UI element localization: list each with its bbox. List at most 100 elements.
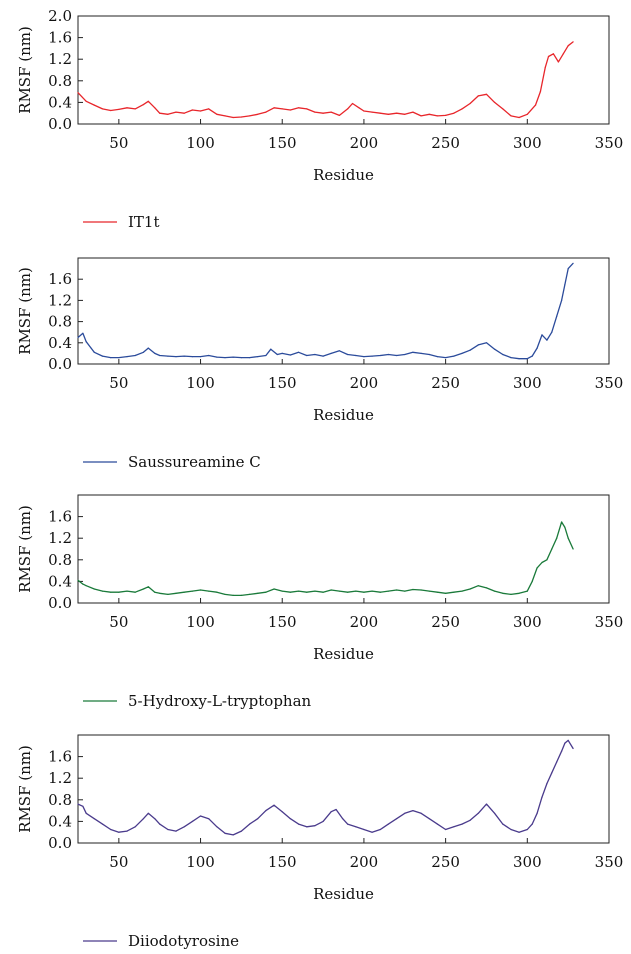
data-point bbox=[118, 357, 120, 359]
data-point bbox=[567, 537, 569, 539]
x-axis-title: Residue bbox=[313, 645, 374, 663]
data-point bbox=[502, 108, 504, 110]
data-point bbox=[461, 823, 463, 825]
data-point bbox=[93, 104, 95, 106]
data-point bbox=[208, 108, 210, 110]
data-point bbox=[544, 66, 546, 68]
legend-label: Saussureamine C bbox=[128, 453, 261, 471]
data-point bbox=[531, 580, 533, 583]
data-point bbox=[82, 583, 84, 585]
data-point bbox=[510, 357, 512, 359]
data-point bbox=[249, 115, 251, 117]
data-point bbox=[567, 45, 569, 47]
data-point bbox=[134, 591, 136, 593]
x-tick-label: 50 bbox=[109, 853, 128, 871]
data-point bbox=[338, 590, 340, 592]
data-point bbox=[330, 352, 332, 354]
data-point bbox=[240, 830, 242, 832]
x-tick-label: 50 bbox=[109, 134, 128, 152]
x-axis-title: Residue bbox=[313, 406, 374, 424]
data-point bbox=[477, 812, 479, 814]
data-point bbox=[314, 111, 316, 113]
data-point bbox=[232, 356, 234, 358]
data-point bbox=[147, 100, 149, 102]
data-point bbox=[118, 591, 120, 593]
data-point bbox=[546, 339, 548, 341]
data-point bbox=[536, 567, 538, 569]
data-point bbox=[453, 591, 455, 593]
data-point bbox=[485, 803, 488, 805]
data-point bbox=[363, 591, 365, 593]
data-point bbox=[531, 823, 533, 825]
data-point bbox=[265, 111, 267, 113]
data-point bbox=[526, 828, 528, 831]
data-point bbox=[298, 107, 300, 109]
data-point bbox=[298, 590, 300, 592]
x-tick-label: 250 bbox=[431, 853, 460, 871]
data-point bbox=[461, 590, 463, 592]
data-point bbox=[420, 115, 422, 117]
data-point bbox=[306, 591, 308, 593]
data-point bbox=[159, 592, 161, 594]
data-point bbox=[445, 114, 447, 116]
data-point bbox=[289, 818, 291, 820]
data-point bbox=[396, 112, 398, 114]
x-tick-label: 200 bbox=[350, 613, 379, 631]
data-point bbox=[208, 354, 210, 357]
y-tick-label: 2.0 bbox=[48, 7, 72, 25]
data-point bbox=[257, 592, 259, 594]
data-point bbox=[249, 593, 251, 596]
data-point bbox=[396, 818, 398, 820]
data-point bbox=[134, 826, 136, 828]
data-point bbox=[314, 590, 316, 592]
data-point bbox=[379, 354, 381, 357]
data-point bbox=[556, 315, 558, 317]
data-point bbox=[154, 107, 156, 109]
y-tick-label: 0.0 bbox=[48, 594, 72, 612]
data-point bbox=[561, 521, 563, 523]
data-point bbox=[298, 823, 300, 825]
y-tick-label: 1.6 bbox=[48, 508, 72, 526]
data-point bbox=[134, 108, 136, 110]
data-point bbox=[306, 354, 308, 357]
data-point bbox=[167, 593, 169, 596]
data-point bbox=[552, 53, 555, 55]
data-point bbox=[562, 53, 564, 55]
data-point bbox=[412, 588, 414, 591]
data-point bbox=[298, 351, 300, 353]
data-point bbox=[338, 350, 340, 352]
data-point bbox=[101, 108, 104, 110]
x-tick-label: 150 bbox=[268, 134, 297, 152]
data-point bbox=[110, 828, 112, 831]
data-point bbox=[101, 590, 104, 592]
data-point bbox=[118, 108, 120, 110]
data-point bbox=[404, 353, 406, 356]
data-point bbox=[387, 353, 389, 356]
x-tick-label: 250 bbox=[431, 374, 460, 392]
data-point bbox=[564, 742, 566, 744]
series-line-1 bbox=[77, 41, 574, 119]
data-point bbox=[240, 357, 242, 359]
data-point bbox=[257, 113, 259, 115]
data-point bbox=[249, 357, 251, 359]
x-tick-label: 100 bbox=[186, 613, 215, 631]
data-point bbox=[82, 332, 84, 334]
data-point bbox=[142, 818, 144, 820]
data-point bbox=[502, 592, 504, 594]
data-point bbox=[322, 591, 324, 593]
data-point bbox=[547, 55, 550, 58]
data-point bbox=[420, 589, 422, 591]
data-point bbox=[191, 590, 193, 592]
y-tick-label: 0.4 bbox=[48, 93, 72, 111]
data-point bbox=[371, 831, 373, 833]
data-point bbox=[142, 351, 144, 353]
x-tick-label: 300 bbox=[513, 853, 542, 871]
x-tick-label: 100 bbox=[186, 374, 215, 392]
data-point bbox=[355, 826, 357, 828]
data-point bbox=[208, 818, 210, 820]
data-point bbox=[183, 112, 185, 114]
data-point bbox=[101, 355, 104, 357]
data-point bbox=[557, 61, 560, 63]
data-point bbox=[273, 804, 275, 806]
data-point bbox=[77, 803, 79, 805]
